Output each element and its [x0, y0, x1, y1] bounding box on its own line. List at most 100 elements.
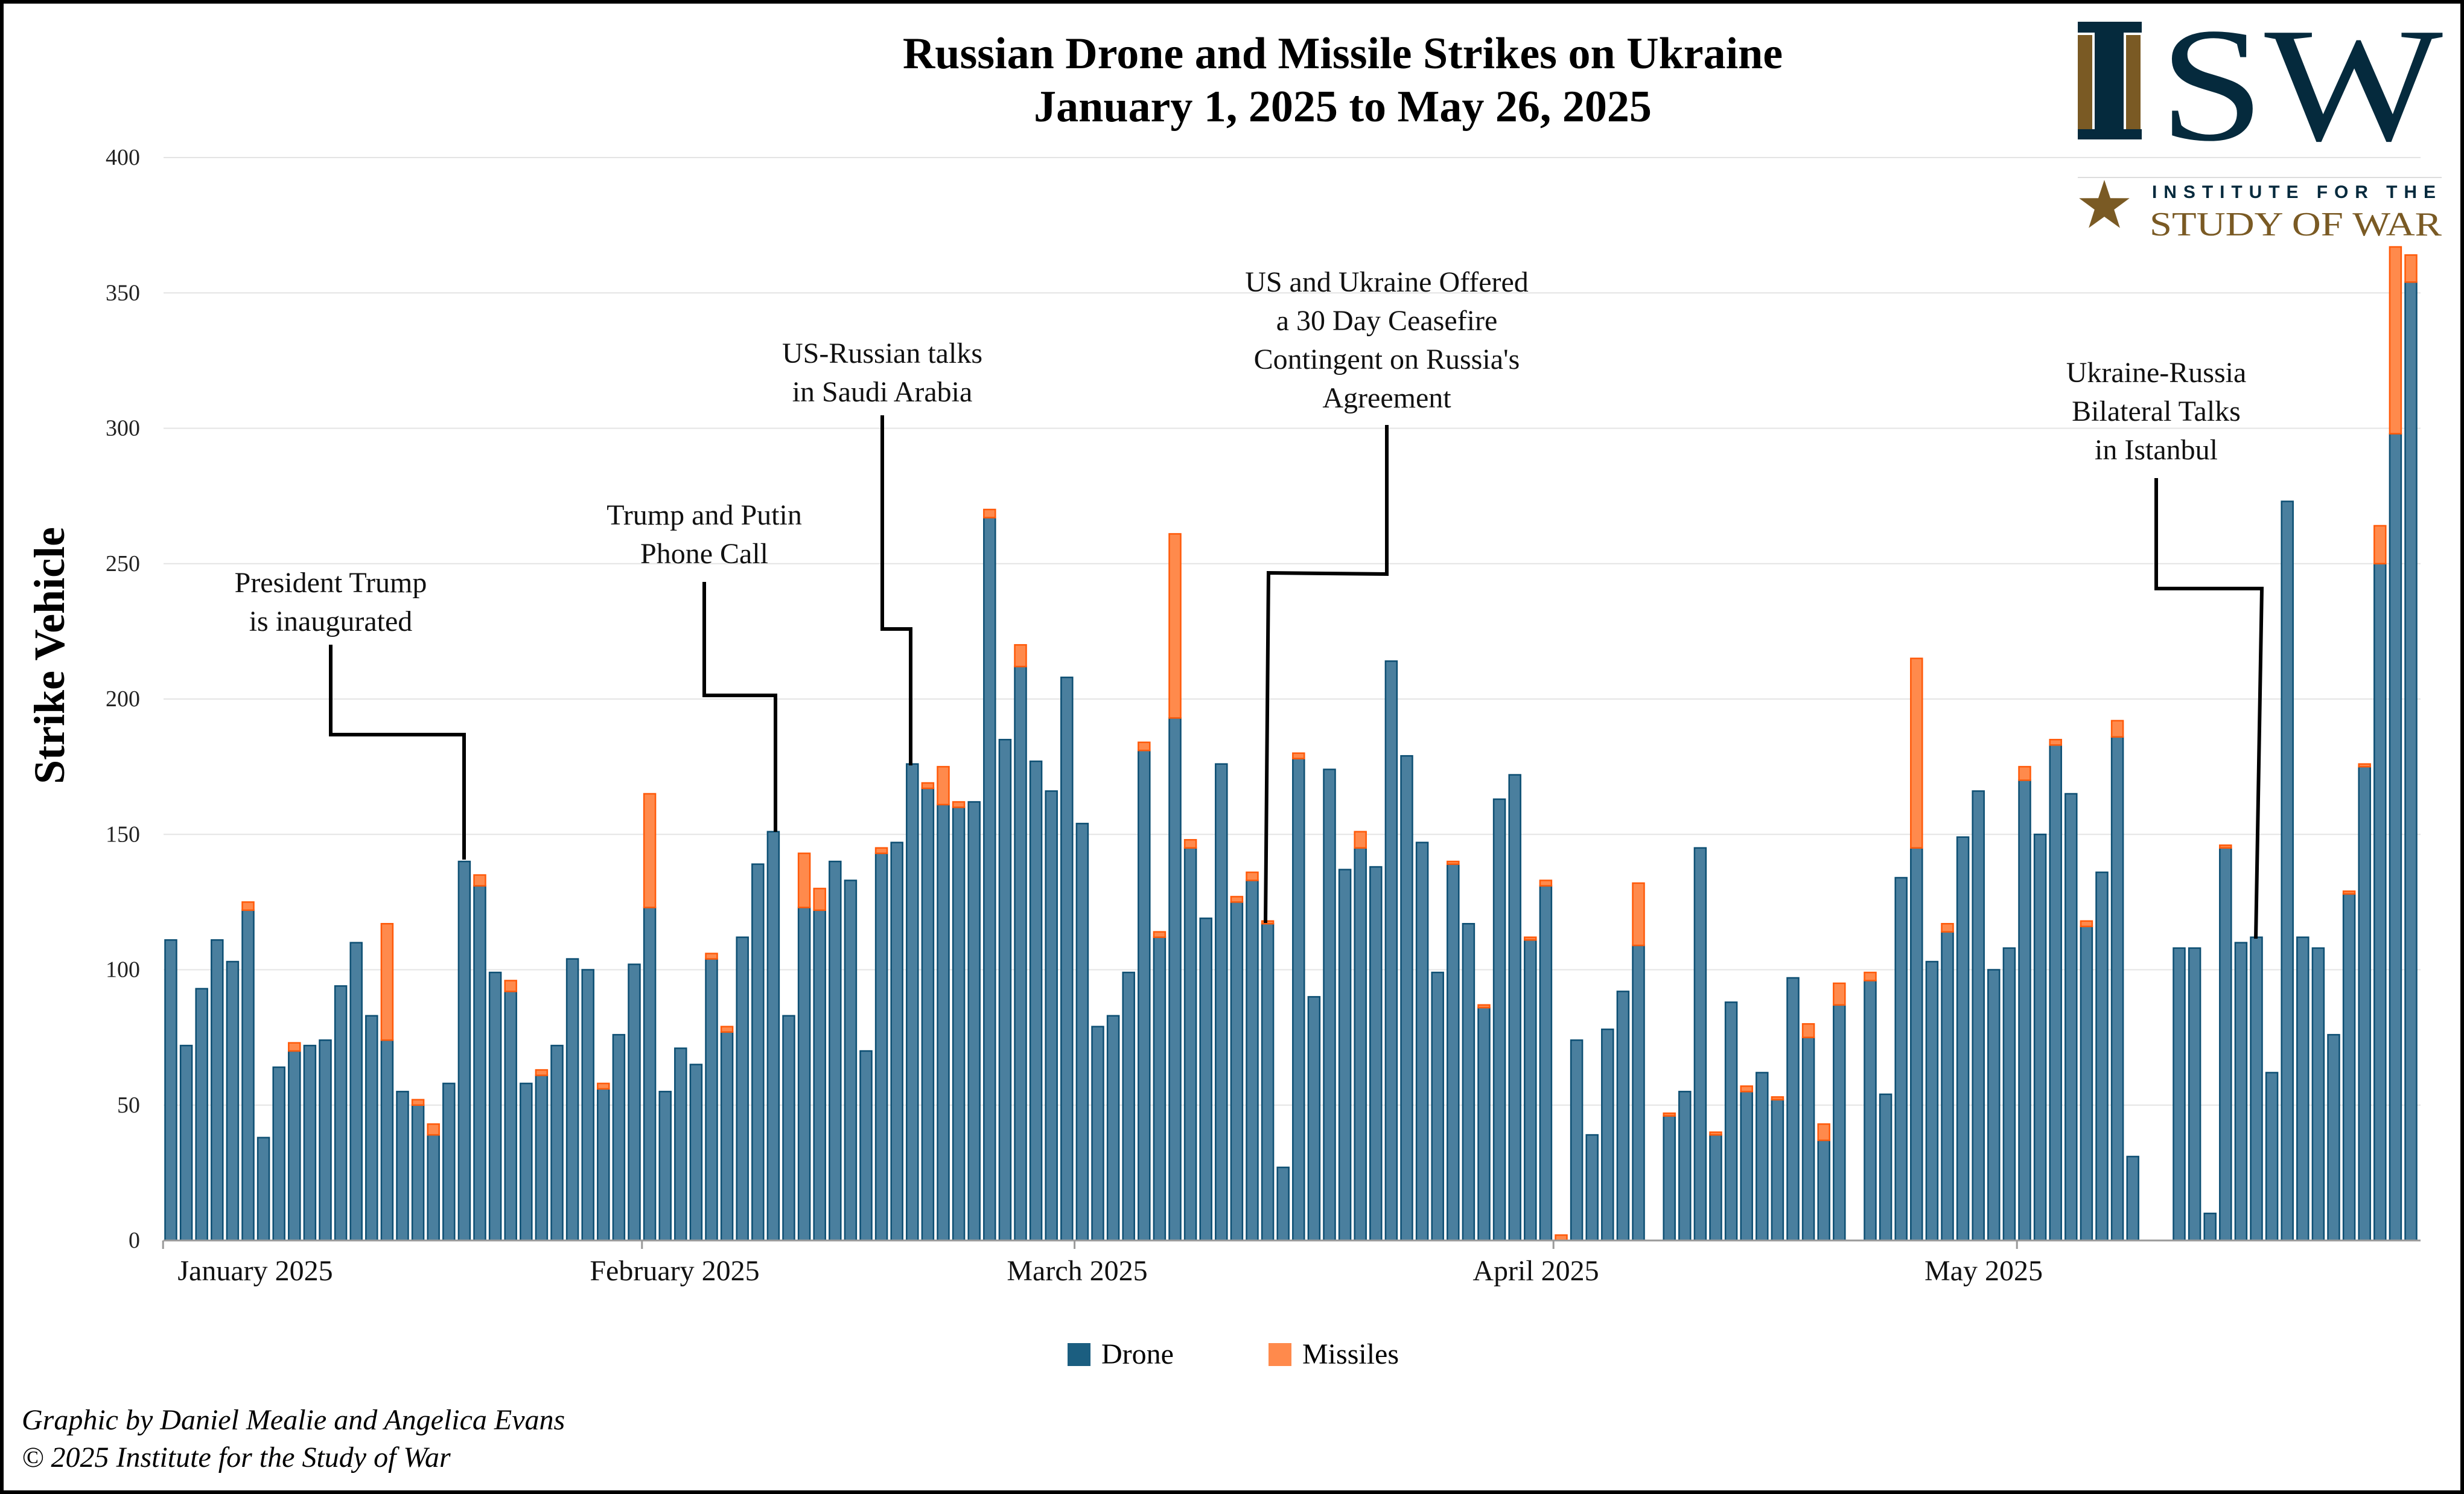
drone-bar — [380, 1039, 394, 1242]
drone-bar — [1462, 923, 1476, 1242]
day-bar-group — [1956, 836, 1970, 1242]
day-bar-group — [520, 1082, 533, 1242]
drone-bar — [1570, 1039, 1584, 1242]
drone-bar — [597, 1088, 610, 1242]
missile-bar — [2342, 890, 2356, 895]
day-bar-group — [1369, 866, 1383, 1242]
annotation-text: is inaugurated — [249, 605, 413, 637]
drone-bar — [1801, 1036, 1815, 1242]
x-tick-label: March 2025 — [1007, 1255, 1147, 1287]
day-bar-group — [2250, 936, 2263, 1242]
day-bar-group — [1616, 991, 1630, 1242]
annotation-leader-line — [329, 645, 466, 860]
drone-bar — [859, 1050, 873, 1242]
missile-bar — [288, 1042, 301, 1052]
day-bar-group — [1786, 977, 1800, 1242]
drone-bar — [612, 1033, 626, 1242]
missile-bar — [2018, 765, 2031, 781]
day-bar-group — [1601, 1028, 1614, 1242]
day-bar-group — [1276, 1166, 1290, 1242]
y-tick-label: 150 — [106, 822, 140, 847]
day-bar-group — [1477, 1004, 1491, 1242]
annotation-text: Phone Call — [640, 538, 768, 570]
drone-bar — [921, 787, 935, 1242]
y-tick-label: 350 — [106, 280, 140, 305]
drone-bar — [766, 831, 780, 1242]
day-bar-group — [164, 939, 177, 1242]
drone-bar — [550, 1044, 564, 1242]
day-bar-group — [1183, 838, 1197, 1242]
y-tick-label: 200 — [106, 686, 140, 712]
annotation-phone-call: Trump and Putin Phone Call — [606, 499, 802, 832]
chart-title-line1: Russian Drone and Missile Strikes on Ukr… — [902, 29, 1783, 78]
day-bar-group — [1354, 831, 1367, 1242]
missile-bar — [597, 1082, 610, 1090]
drone-bar — [1400, 755, 1413, 1242]
legend-label-drone: Drone — [1101, 1338, 1174, 1370]
footer-copyright: © 2025 Institute for the Study of War — [22, 1441, 451, 1473]
drone-bar — [1415, 841, 1429, 1242]
day-bar-group — [1292, 752, 1305, 1242]
day-bar-group — [2126, 1155, 2139, 1242]
day-bar-group — [1153, 931, 1167, 1242]
annotation-ceasefire-offer: US and Ukraine Offered a 30 Day Ceasefir… — [1245, 266, 1529, 924]
drone-bar — [782, 1015, 795, 1242]
missile-bar — [1864, 971, 1877, 982]
day-bar-group — [658, 1091, 672, 1242]
day-bar-group — [1771, 1096, 1784, 1242]
drone-bar — [256, 1137, 270, 1242]
drone-bar — [1678, 1091, 1692, 1242]
day-bar-group — [1075, 823, 1089, 1242]
day-bar-group — [2002, 947, 2016, 1242]
drone-bar — [906, 763, 919, 1242]
day-bar-group — [2188, 947, 2201, 1242]
drone-bar — [628, 963, 641, 1242]
day-bar-group — [1833, 982, 1846, 1242]
drone-bar — [565, 958, 579, 1242]
day-bar-group — [1864, 971, 1877, 1242]
missile-bar — [411, 1099, 425, 1106]
drone-bar — [1477, 1007, 1491, 1242]
missile-bar — [1261, 920, 1275, 925]
logo-brown-bar-right — [2126, 35, 2141, 132]
day-bar-group — [334, 985, 348, 1242]
day-bar-group — [2049, 739, 2062, 1242]
drone-bar — [1632, 944, 1645, 1242]
day-bar-group — [1756, 1071, 1769, 1242]
drone-bar — [1894, 876, 1908, 1242]
drone-bar — [411, 1104, 425, 1242]
day-bar-group — [2265, 1071, 2279, 1242]
day-bar-group — [488, 971, 502, 1242]
day-bar-group — [628, 963, 641, 1242]
day-bar-group — [1894, 876, 1908, 1242]
missile-bar — [535, 1069, 549, 1076]
day-bar-group — [1261, 920, 1275, 1242]
drone-bar — [179, 1044, 193, 1242]
drone-bar — [844, 879, 858, 1242]
drone-bar — [1153, 936, 1167, 1242]
day-bar-group — [813, 887, 826, 1242]
drone-bar — [998, 739, 1012, 1242]
drone-bar — [2311, 947, 2325, 1242]
missile-bar — [1632, 882, 1645, 947]
day-bar-group — [2234, 942, 2248, 1242]
drone-bar — [1539, 885, 1553, 1242]
drone-bar — [1756, 1071, 1769, 1242]
drone-bar — [829, 860, 842, 1242]
drone-bar — [520, 1082, 533, 1242]
drone-bar — [1987, 969, 2001, 1242]
day-bar-group — [2358, 763, 2371, 1242]
legend-swatch-drone — [1068, 1342, 1090, 1366]
missile-bar — [921, 782, 935, 790]
annotation-leader-line — [880, 415, 912, 765]
drone-bar — [736, 936, 749, 1242]
footer-credit: Graphic by Daniel Mealie and Angelica Ev… — [22, 1404, 565, 1436]
day-bar-group — [874, 847, 888, 1242]
y-tick-label: 400 — [106, 145, 140, 170]
drone-bar — [937, 803, 950, 1242]
drone-bar — [1709, 1134, 1722, 1242]
missile-bar — [1771, 1096, 1784, 1101]
x-tick-label: May 2025 — [1924, 1255, 2043, 1287]
y-tick-label: 0 — [129, 1228, 140, 1253]
day-bar-group — [1724, 1001, 1738, 1242]
